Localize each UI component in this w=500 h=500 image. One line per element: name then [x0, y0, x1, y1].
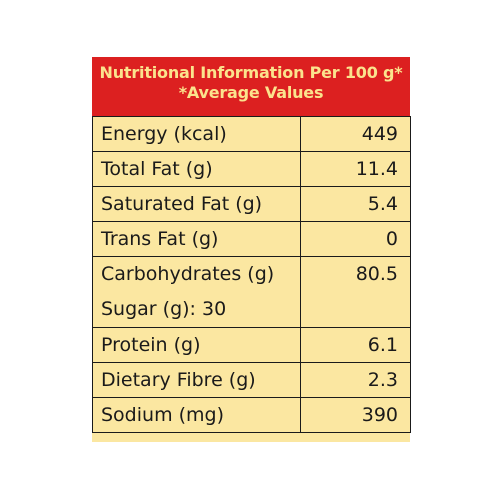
row-value: 390 — [300, 397, 411, 433]
row-label: Carbohydrates (g) — [101, 263, 275, 285]
row-label: Dietary Fibre (g) — [92, 362, 301, 398]
row-value: 2.3 — [300, 362, 411, 398]
header-subtitle: *Average Values — [178, 83, 324, 102]
nutrition-table: Energy (kcal) 449 Total Fat (g) 11.4 Sat… — [92, 116, 411, 433]
table-row-protein: Protein (g) 6.1 — [92, 327, 411, 363]
row-value-empty — [302, 292, 399, 327]
row-value: 449 — [300, 116, 411, 152]
row-label: Protein (g) — [92, 327, 301, 363]
row-value: 6.1 — [300, 327, 411, 363]
table-row-dietary-fibre: Dietary Fibre (g) 2.3 — [92, 362, 411, 398]
table-row-sodium: Sodium (mg) 390 — [92, 397, 411, 433]
header-title: Nutritional Information Per 100 g* — [99, 63, 403, 82]
table-row-trans-fat: Trans Fat (g) 0 — [92, 221, 411, 257]
row-value-group: 80.5 — [300, 256, 411, 328]
table-row-total-fat: Total Fat (g) 11.4 — [92, 151, 411, 187]
nutrition-panel: Nutritional Information Per 100 g* *Aver… — [92, 57, 411, 442]
table-row-carbohydrates: Carbohydrates (g) Sugar (g): 30 80.5 — [92, 256, 411, 328]
row-label: Sodium (mg) — [92, 397, 301, 433]
row-label: Saturated Fat (g) — [92, 186, 301, 222]
row-label: Trans Fat (g) — [92, 221, 301, 257]
row-label-group: Carbohydrates (g) Sugar (g): 30 — [92, 256, 301, 328]
table-row-saturated-fat: Saturated Fat (g) 5.4 — [92, 186, 411, 222]
row-label: Total Fat (g) — [92, 151, 301, 187]
row-value: 80.5 — [355, 263, 398, 285]
nutrition-header: Nutritional Information Per 100 g* *Aver… — [92, 57, 410, 116]
row-value: 11.4 — [300, 151, 411, 187]
table-row-energy: Energy (kcal) 449 — [92, 116, 411, 152]
row-label: Energy (kcal) — [92, 116, 301, 152]
row-sublabel-sugar: Sugar (g): 30 — [101, 298, 227, 320]
row-value: 5.4 — [300, 186, 411, 222]
row-value: 0 — [300, 221, 411, 257]
